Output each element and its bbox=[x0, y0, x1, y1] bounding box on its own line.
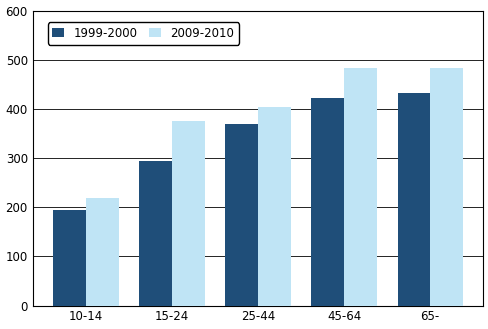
Bar bbox=[53, 210, 86, 306]
Bar bbox=[397, 93, 429, 306]
Bar bbox=[344, 68, 376, 306]
Bar bbox=[429, 68, 462, 306]
Bar bbox=[139, 161, 172, 306]
Bar bbox=[86, 198, 119, 306]
Legend: 1999-2000, 2009-2010: 1999-2000, 2009-2010 bbox=[47, 22, 239, 45]
Bar bbox=[258, 108, 290, 306]
Bar bbox=[311, 98, 344, 306]
Bar bbox=[172, 121, 204, 306]
Bar bbox=[225, 124, 258, 306]
